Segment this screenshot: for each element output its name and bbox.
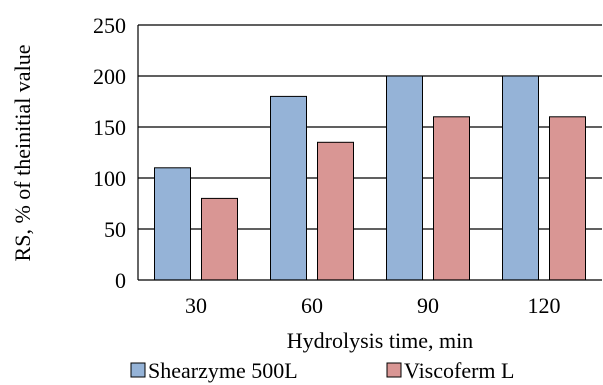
x-tick-label: 120 (528, 293, 561, 318)
bar-shearzyme-500l-30 (154, 167, 191, 281)
bar-shearzyme-500l-120 (502, 75, 539, 281)
bar-viscoferm-l-30 (201, 197, 238, 281)
bars (154, 75, 586, 281)
x-tick-labels: 30 60 90 120 (185, 293, 561, 318)
legend-swatch-viscoferm (386, 362, 402, 378)
axes (137, 25, 602, 281)
x-axis-label: Hydrolysis time, min (287, 328, 473, 353)
y-tick-label: 100 (93, 166, 126, 191)
legend-label-viscoferm: Viscoferm L (404, 358, 514, 383)
legend-swatch-shearzyme (130, 362, 146, 378)
y-tick-label: 200 (93, 64, 126, 89)
bar-viscoferm-l-60 (317, 141, 354, 281)
y-tick-labels: 0 50 100 150 200 250 (93, 13, 126, 293)
legend: Shearzyme 500L Viscoferm L (130, 358, 514, 383)
y-tick-label: 150 (93, 115, 126, 140)
bar-viscoferm-l-90 (433, 116, 470, 281)
y-axis-label: RS, % of theinitial value (10, 45, 35, 262)
y-tick-label: 0 (115, 268, 126, 293)
x-tick-label: 90 (417, 293, 439, 318)
bar-shearzyme-500l-60 (270, 95, 307, 281)
bar-shearzyme-500l-90 (386, 75, 423, 281)
x-tick-label: 30 (185, 293, 207, 318)
y-tick-label: 50 (104, 217, 126, 242)
x-tick-label: 60 (301, 293, 323, 318)
y-tick-label: 250 (93, 13, 126, 38)
bar-viscoferm-l-120 (549, 116, 586, 281)
legend-label-shearzyme: Shearzyme 500L (148, 358, 298, 383)
